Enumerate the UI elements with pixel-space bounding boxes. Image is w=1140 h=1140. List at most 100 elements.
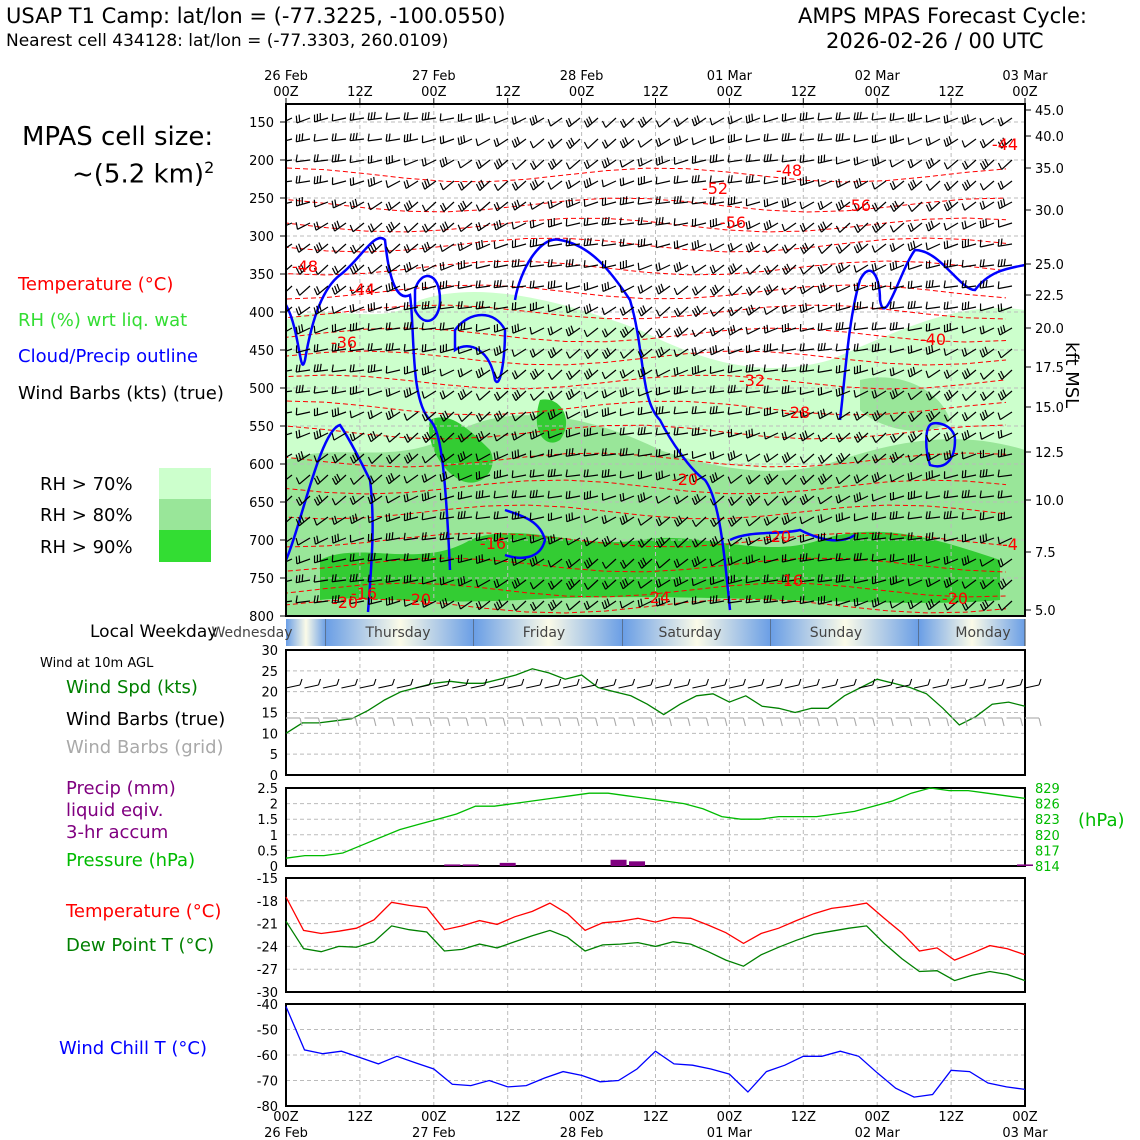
cloud-outline	[286, 423, 374, 613]
wind-barb	[817, 453, 833, 464]
wind-barb	[979, 180, 995, 191]
surface-wind-barb-flag	[391, 678, 395, 686]
grid-wind-barb-flag	[539, 717, 543, 727]
wind-barb	[295, 474, 311, 485]
wind-barb	[727, 495, 743, 506]
weekday-cell	[623, 619, 771, 646]
wind-barb	[547, 599, 563, 611]
wind-barb	[331, 432, 347, 441]
wind-barb	[439, 554, 455, 563]
wind-barb	[313, 474, 329, 485]
cloud-outline	[286, 236, 452, 571]
wind-barb	[709, 218, 725, 228]
wind-barb	[961, 301, 977, 311]
wind-barb	[331, 574, 347, 583]
wind-speed-tick-label: 30	[261, 644, 278, 659]
wind-barb	[385, 513, 401, 523]
wind-barb	[637, 388, 653, 397]
wind-barb	[691, 115, 707, 127]
wind-barb	[529, 238, 545, 248]
wind-barb	[286, 264, 293, 275]
wind-barb	[439, 343, 455, 354]
pressure-tick-label: 820	[1035, 829, 1060, 844]
wind-barb	[475, 453, 491, 462]
wind-barb	[295, 407, 311, 416]
temperature-contour-label: -4	[1002, 535, 1018, 554]
wind-barb	[295, 306, 311, 316]
wind-barb	[286, 558, 293, 566]
wind-barb	[997, 578, 1013, 590]
grid-wind-barb-flag	[447, 717, 451, 727]
wind-barb	[781, 474, 797, 485]
wind-barb	[619, 447, 635, 457]
wind-barb	[925, 491, 941, 500]
wind-barb	[493, 219, 509, 231]
wind-barb	[781, 176, 797, 186]
wind-barb	[835, 132, 851, 142]
surface-wind-barb	[895, 684, 910, 689]
wind-barb	[349, 474, 365, 485]
wind-barb	[547, 199, 563, 209]
wind-barb	[286, 390, 293, 394]
wind-barb	[709, 243, 725, 252]
surface-wind-barb-flag	[539, 678, 543, 686]
precip-label-3: 3-hr accum	[66, 822, 169, 843]
wind-barb	[835, 474, 851, 485]
weekday-day-label: Thursday	[364, 625, 430, 641]
wind-barb	[817, 553, 833, 562]
wind-barb	[511, 449, 527, 460]
wind-barb	[799, 176, 815, 186]
precip-bar	[610, 859, 627, 866]
wind-barb	[943, 389, 959, 401]
wind-barb	[529, 259, 545, 268]
wind-barb	[286, 138, 293, 144]
wind-barb	[943, 533, 959, 542]
temperature-contour-label: -44	[992, 135, 1018, 154]
wind-chill-tick-label: -80	[257, 1100, 278, 1115]
kft-tick-label: 30.0	[1035, 204, 1064, 219]
wind-barb	[511, 302, 527, 311]
temperature-contour-label: -44	[349, 280, 375, 299]
wind-chill-tick-label: -50	[257, 1024, 278, 1039]
wind-barb	[367, 453, 383, 464]
wind-barb	[421, 201, 437, 212]
wind-barb	[961, 579, 977, 589]
temperature-contour-label: -20	[672, 470, 698, 489]
wind-barb	[781, 344, 797, 352]
wind-barb	[403, 411, 419, 421]
wind-barb	[313, 199, 329, 208]
wind-barb	[781, 364, 797, 373]
surface-wind-barb-flag	[724, 678, 728, 686]
wind-barb	[835, 302, 851, 312]
wind-barb	[835, 365, 851, 374]
wind-barb	[385, 365, 401, 374]
wind-barb	[871, 201, 887, 212]
wind-barb	[286, 284, 293, 296]
wind-barb	[385, 553, 401, 562]
wind-barb	[421, 453, 437, 464]
wind-barb	[709, 472, 725, 484]
wind-barb	[763, 495, 779, 506]
wind-barb	[979, 200, 995, 210]
wind-barb	[385, 596, 401, 606]
kft-tick-label: 17.5	[1035, 361, 1064, 376]
wind-barb	[673, 558, 689, 568]
wind-barb	[385, 133, 401, 142]
wind-barb	[457, 451, 473, 463]
wind-barb	[655, 448, 671, 458]
wind-barb	[997, 490, 1013, 499]
wind-speed-tick-label: 0	[270, 769, 278, 784]
wind-barb	[295, 196, 311, 207]
wind-barb	[421, 300, 437, 310]
kft-tick-label: 20.0	[1035, 322, 1064, 337]
wind-barb	[313, 516, 329, 526]
wind-barb	[583, 557, 599, 569]
wind-barb	[367, 515, 383, 524]
wind-barb	[925, 114, 941, 123]
wind-barb	[295, 595, 311, 604]
wind-barb	[493, 578, 509, 589]
wind-barb	[403, 200, 419, 212]
wind-barb	[547, 326, 563, 336]
wind-barb	[457, 432, 473, 443]
wind-barb	[286, 600, 293, 604]
